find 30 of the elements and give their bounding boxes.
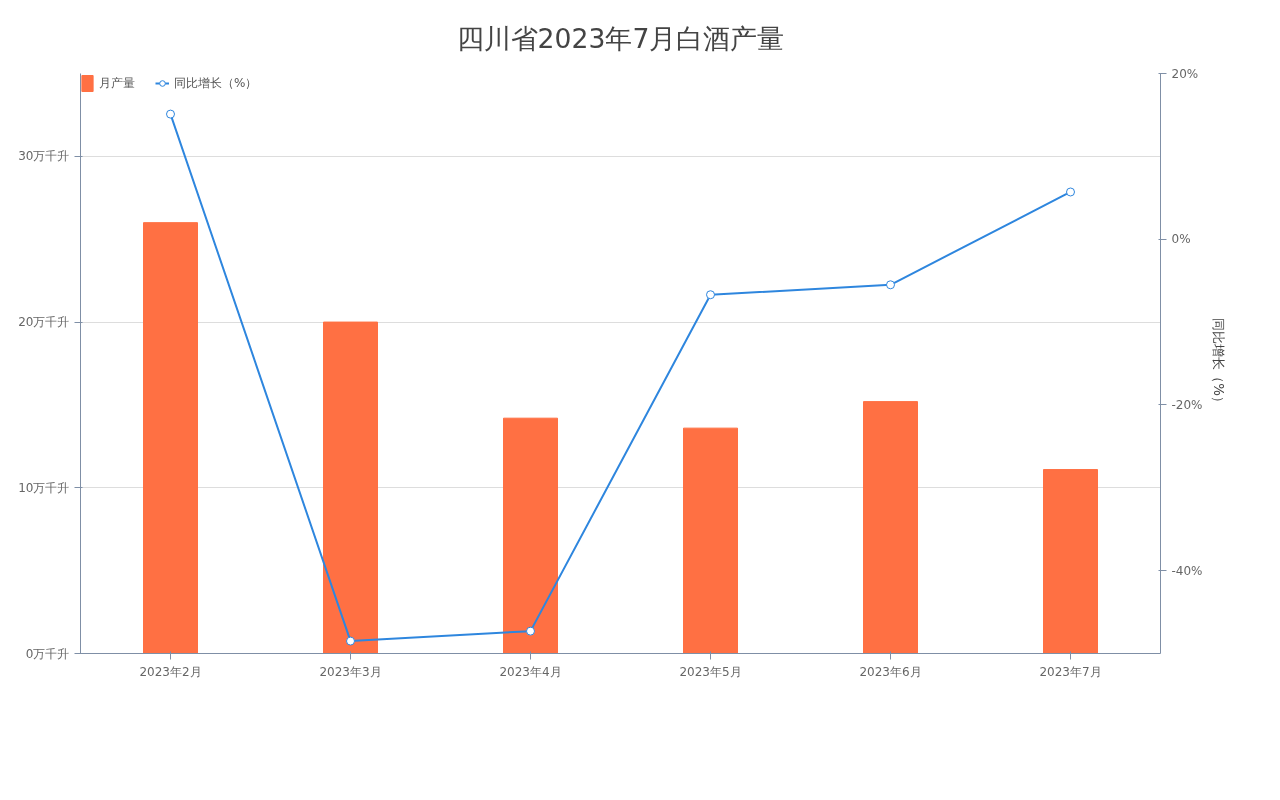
point — [706, 290, 715, 300]
bar — [143, 222, 198, 654]
legend-label: 同比增长（%） — [174, 74, 258, 92]
point — [886, 280, 895, 290]
y-tick-label: 10万千升 — [18, 480, 70, 495]
chart-title: 四川省2023年7月白酒产量 — [456, 22, 785, 54]
bar — [503, 417, 558, 654]
point — [346, 636, 355, 646]
point — [166, 109, 175, 119]
y-tick-label: 0万千升 — [25, 646, 70, 661]
y2-tick-label: 20% — [1171, 66, 1199, 81]
x-tick-label: 2023年2月 — [139, 664, 202, 679]
x-tick-label: 2023年3月 — [319, 664, 382, 679]
bar — [323, 321, 378, 654]
bar — [683, 427, 738, 654]
x-tick-label: 2023年6月 — [859, 664, 922, 679]
x-tick-label: 2023年5月 — [679, 664, 742, 679]
point — [1066, 187, 1075, 197]
bar — [1043, 469, 1098, 654]
bar — [863, 401, 918, 654]
y2-axis-title: 同比增长（%） — [1210, 318, 1226, 409]
y2-tick-label: 0% — [1171, 232, 1191, 247]
x-tick-label: 2023年4月 — [499, 664, 562, 679]
point — [526, 626, 535, 636]
y-tick-label: 20万千升 — [18, 315, 70, 330]
legend-label: 月产量 — [99, 74, 135, 92]
x-tick-label: 2023年7月 — [1039, 664, 1102, 679]
y2-tick-label: -20% — [1171, 397, 1203, 412]
y-tick-label: 30万千升 — [18, 149, 70, 164]
y2-tick-label: -40% — [1171, 563, 1203, 578]
